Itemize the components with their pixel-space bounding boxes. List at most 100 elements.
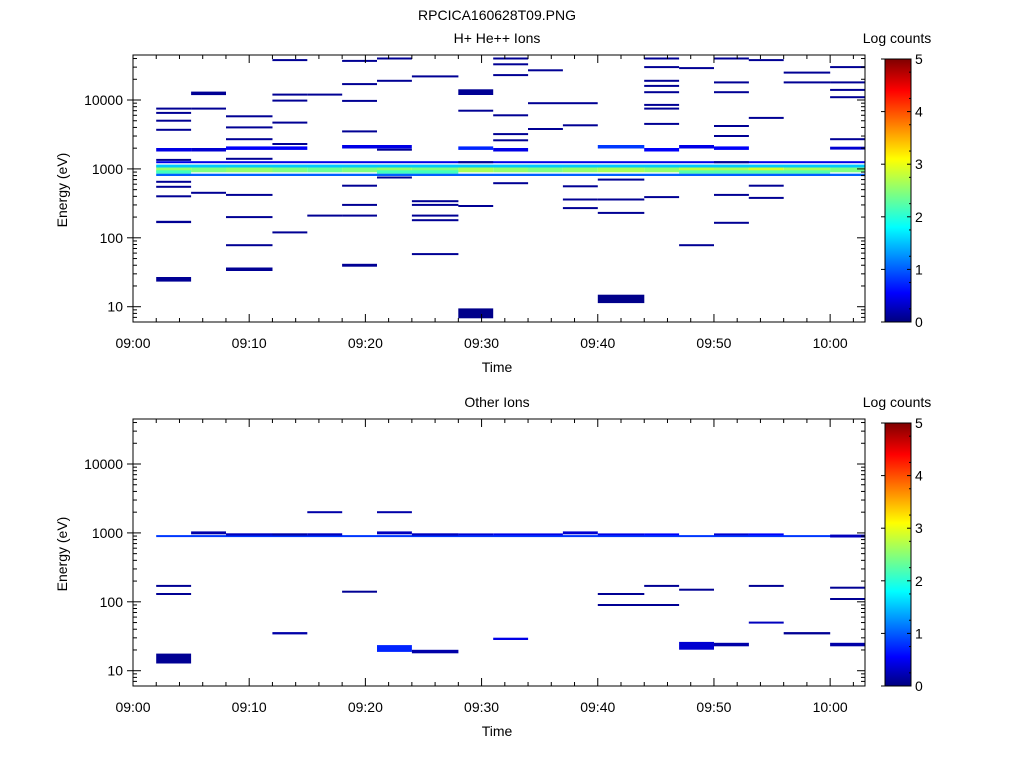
heatmap-cell: [156, 584, 192, 587]
heatmap-cell: [562, 124, 598, 127]
y-tick-label: 1000: [92, 525, 123, 541]
heatmap-cell: [156, 165, 192, 173]
x-tick-label: 10:00: [813, 699, 848, 715]
heatmap-cell: [156, 119, 192, 122]
heatmap-cell: [783, 81, 831, 84]
heatmap-cell: [679, 145, 714, 149]
x-tick-label: 09:40: [580, 335, 615, 351]
colorbar-label: Log counts: [863, 30, 932, 46]
panel-title: H+ He++ Ions: [454, 30, 541, 46]
heatmap-cell: [156, 173, 865, 176]
heatmap-cell: [644, 122, 680, 125]
heatmap-cell: [597, 593, 645, 595]
heatmap-cell: [458, 205, 494, 207]
heatmap-cell: [411, 649, 459, 654]
heatmap-cell: [411, 533, 459, 536]
heatmap-cell: [411, 75, 459, 78]
heatmap-cell: [342, 99, 377, 102]
heatmap-cell: [156, 158, 192, 161]
x-tick-label: 09:10: [232, 699, 267, 715]
heatmap-cell: [644, 79, 680, 82]
y-tick-label: 10000: [84, 92, 123, 108]
heatmap-cell: [714, 221, 749, 224]
heatmap-cell: [528, 102, 598, 105]
heatmap-cell: [156, 195, 192, 198]
heatmap-cell: [307, 533, 343, 536]
heatmap-cell: [156, 128, 192, 131]
x-tick-label: 09:20: [348, 335, 383, 351]
x-tick-label: 09:40: [580, 699, 615, 715]
plot-frame: [132, 418, 866, 687]
heatmap-cell: [679, 170, 831, 174]
heatmap-cell: [714, 125, 749, 127]
heatmap-cell: [411, 253, 459, 256]
heatmap-cell: [307, 511, 343, 514]
heatmap-cell: [748, 621, 784, 624]
heatmap-cell: [830, 146, 865, 150]
colorbar-label: Log counts: [863, 394, 932, 410]
heatmap-cell: [597, 533, 645, 536]
heatmap-cell: [342, 184, 377, 187]
heatmap-cell: [783, 165, 831, 173]
panel-title: Other Ions: [464, 394, 529, 410]
heatmap-cell: [191, 531, 226, 535]
heatmap-cell: [528, 128, 563, 130]
heatmap-cell: [644, 57, 680, 60]
heatmap-cell: [342, 145, 412, 149]
heatmap-cell: [156, 535, 865, 538]
heatmap-cell: [679, 588, 714, 591]
y-tick-label: 10: [107, 663, 123, 679]
colorbar-tick-label: 3: [915, 520, 923, 536]
heatmap-cell: [226, 115, 273, 118]
y-tick-label: 100: [100, 594, 124, 610]
heatmap-cell: [191, 191, 226, 194]
heatmap-cell: [714, 135, 749, 137]
heatmap-cell: [377, 170, 459, 174]
heatmap-cell: [458, 161, 494, 164]
y-tick-label: 1000: [92, 161, 123, 177]
heatmap-cell: [226, 157, 273, 160]
heatmap-cell: [272, 143, 308, 145]
heatmap-cell: [226, 244, 273, 247]
heatmap-cell: [156, 653, 192, 664]
heatmap-cell: [272, 533, 308, 536]
heatmap-cell: [156, 107, 192, 110]
heatmap-cell: [748, 196, 784, 199]
heatmap-cell: [342, 165, 377, 173]
heatmap-cell: [377, 79, 412, 82]
heatmap-cell: [597, 165, 645, 173]
heatmap-cell: [156, 148, 192, 152]
x-tick-label: 09:10: [232, 335, 267, 351]
heatmap-cell: [226, 267, 273, 271]
heatmap-cells: [156, 57, 865, 319]
heatmap-cell: [191, 148, 226, 152]
heatmap-cell: [714, 91, 749, 94]
heatmap-cell: [644, 107, 680, 110]
heatmap-cell: [458, 165, 494, 173]
heatmap-cell: [714, 161, 749, 164]
heatmap-cell: [644, 533, 680, 536]
heatmap-cell: [748, 533, 784, 536]
heatmap-cell: [714, 81, 749, 84]
heatmap-cell: [714, 165, 749, 173]
x-axis-label: Time: [482, 723, 513, 739]
heatmap-cell: [493, 637, 529, 640]
heatmap-cell: [377, 176, 412, 179]
heatmap-cell: [562, 207, 598, 210]
heatmap-cell: [493, 182, 529, 185]
colorbar-tick-label: 2: [915, 209, 923, 225]
heatmap-cells: [156, 511, 865, 664]
heatmap-cell: [377, 531, 412, 535]
heatmap-cell: [748, 59, 784, 62]
heatmap-cell: [342, 203, 377, 206]
x-tick-label: 09:50: [696, 699, 731, 715]
x-tick-label: 09:30: [464, 699, 499, 715]
heatmap-cell: [342, 59, 377, 62]
heatmap-cell: [528, 165, 563, 173]
x-tick-label: 10:00: [813, 335, 848, 351]
heatmap-cell: [644, 66, 680, 69]
heatmap-cell: [830, 66, 865, 69]
heatmap-cell: [272, 99, 308, 102]
heatmap-cell: [644, 148, 680, 152]
heatmap-cell: [528, 533, 563, 536]
